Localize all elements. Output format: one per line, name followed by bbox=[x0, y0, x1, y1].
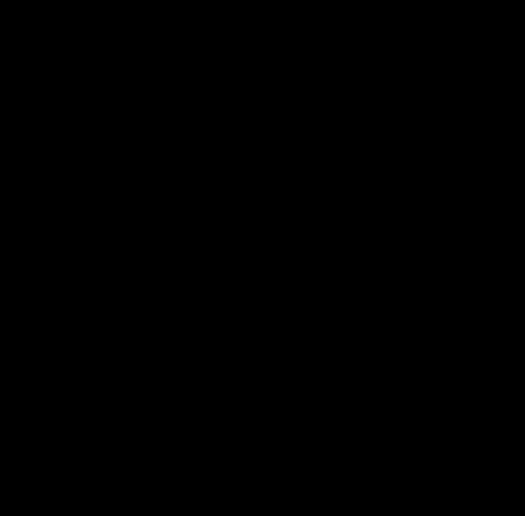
black-canvas bbox=[0, 0, 525, 516]
